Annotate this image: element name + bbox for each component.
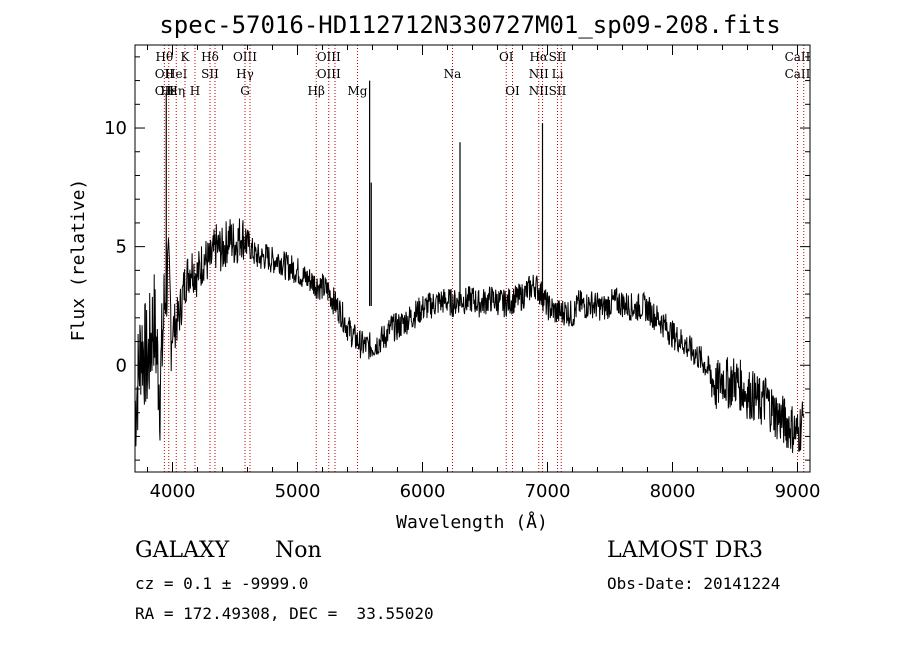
line-marker-label: Hδ bbox=[201, 50, 219, 64]
x-tick-label: 7000 bbox=[525, 481, 571, 502]
line-marker-label: OIII bbox=[317, 67, 341, 81]
y-tick-label: 10 bbox=[104, 118, 127, 139]
spectrum-line bbox=[134, 218, 805, 454]
x-tick-label: 8000 bbox=[650, 481, 696, 502]
line-marker-label: HeI bbox=[165, 67, 188, 81]
line-marker-label: K bbox=[181, 50, 191, 64]
line-marker-label: Hα bbox=[529, 50, 548, 64]
line-marker-label: CaII bbox=[785, 67, 811, 81]
line-marker-label: OII bbox=[155, 67, 175, 81]
x-tick-label: 4000 bbox=[150, 481, 196, 502]
line-marker-label: Hη bbox=[167, 84, 185, 98]
line-marker-label: OII bbox=[155, 84, 175, 98]
line-marker-label: Li bbox=[552, 67, 564, 81]
x-tick-label: 6000 bbox=[400, 481, 446, 502]
chart-title: spec-57016-HD112712N330727M01_sp09-208.f… bbox=[159, 11, 780, 39]
line-marker-label: SII bbox=[549, 84, 567, 98]
line-marker-label: OI bbox=[505, 84, 520, 98]
line-marker-label: Hε bbox=[160, 84, 177, 98]
line-marker-label: H bbox=[190, 84, 200, 98]
line-marker-label: NII bbox=[529, 84, 549, 98]
line-marker-label: Mg bbox=[348, 84, 368, 98]
obs-date: Obs-Date: 20141224 bbox=[607, 574, 781, 593]
line-marker-label: Hθ bbox=[156, 50, 174, 64]
line-marker-label: Hγ bbox=[236, 67, 254, 81]
y-tick-label: 0 bbox=[116, 355, 127, 376]
line-marker-label: SII bbox=[201, 67, 219, 81]
line-marker-label: SII bbox=[549, 50, 567, 64]
x-tick-label: 5000 bbox=[275, 481, 321, 502]
line-marker-label: NII bbox=[529, 67, 549, 81]
x-tick-label: 9000 bbox=[775, 481, 821, 502]
y-axis-label: Flux (relative) bbox=[68, 179, 89, 342]
y-tick-label: 5 bbox=[116, 237, 127, 258]
x-axis-label: Wavelength (Å) bbox=[396, 511, 548, 533]
object-subclass: Non bbox=[275, 538, 322, 563]
line-marker-label: OIII bbox=[317, 50, 341, 64]
coordinates-readout: RA = 172.49308, DEC = 33.55020 bbox=[135, 604, 434, 623]
line-marker-label: G bbox=[240, 84, 250, 98]
line-marker-label: OIII bbox=[233, 50, 257, 64]
plot-frame bbox=[134, 44, 811, 473]
redshift-readout: cz = 0.1 ± -9999.0 bbox=[135, 574, 309, 593]
spectrum-series bbox=[134, 80, 805, 454]
object-class: GALAXY bbox=[135, 538, 230, 563]
axes: 4000 5000 6000 7000 8000 9000 0 5 10 bbox=[104, 44, 821, 502]
line-marker-label: OI bbox=[499, 50, 514, 64]
line-marker-label: Hβ bbox=[308, 84, 325, 98]
line-marker-label: Na bbox=[444, 67, 462, 81]
survey-label: LAMOST DR3 bbox=[607, 538, 763, 563]
